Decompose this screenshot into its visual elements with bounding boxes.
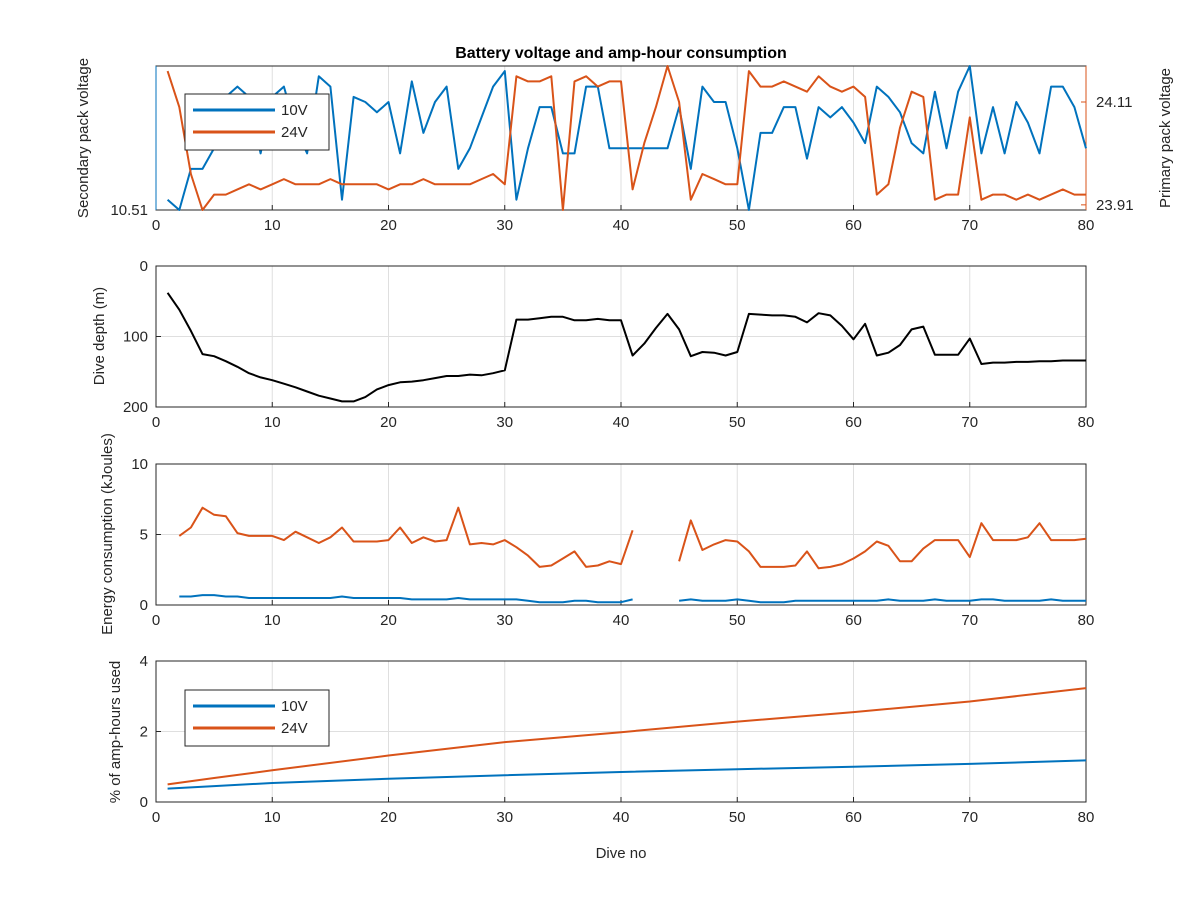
y-axis-label: Dive depth (m) (91, 287, 108, 385)
x-tick-label: 50 (729, 414, 746, 431)
x-tick-label: 80 (1078, 217, 1095, 234)
x-tick-label: 30 (496, 809, 513, 826)
right-y-tick-label: 24.11 (1096, 94, 1132, 111)
series-line-24V (178, 506, 1087, 570)
plot-frame (155, 660, 1087, 803)
legend-entry: 10V (281, 698, 308, 715)
legend-box (184, 689, 330, 747)
series-line-10V (166, 65, 1087, 211)
figure-title: Battery voltage and amp-hour consumption (455, 45, 787, 62)
y-axis-label: % of amp-hours used (107, 661, 124, 804)
y-tick-label: 10 (131, 456, 148, 473)
x-tick-label: 80 (1078, 612, 1095, 629)
x-tick-label: 70 (961, 612, 978, 629)
x-tick-label: 0 (152, 809, 160, 826)
x-tick-label: 50 (729, 217, 746, 234)
x-tick-label: 20 (380, 414, 397, 431)
x-tick-label: 50 (729, 809, 746, 826)
x-tick-label: 30 (496, 414, 513, 431)
x-tick-label: 40 (613, 809, 630, 826)
series-line-10V (179, 594, 1086, 604)
series-line-24V (167, 687, 1087, 786)
y-axis-label-right: Primary pack voltage (1157, 68, 1174, 208)
x-tick-label: 80 (1078, 414, 1095, 431)
x-tick-label: 60 (845, 809, 862, 826)
right-y-tick-label: 23.91 (1096, 197, 1134, 214)
legend-box (184, 93, 330, 151)
x-tick-label: 20 (380, 809, 397, 826)
chart-panel-3: 0 10 20 30 40 50 60 70 80 0 5 10 Energy consumption … (99, 433, 1094, 635)
x-tick-label: 80 (1078, 809, 1095, 826)
x-tick-label: 10 (264, 414, 281, 431)
x-tick-label: 10 (264, 612, 281, 629)
x-tick-label: 0 (152, 612, 160, 629)
y-tick-label: 2 (140, 724, 148, 741)
x-tick-label: 20 (380, 217, 397, 234)
series-line-24V (166, 65, 1086, 211)
legend-entry: 24V (281, 720, 308, 737)
x-axis-label: Dive no (596, 845, 647, 862)
plot-frame (155, 265, 1087, 408)
x-tick-label: 0 (152, 414, 160, 431)
y-tick-label: 4 (140, 653, 148, 670)
y-tick-label: 0 (140, 597, 148, 614)
legend-entry: 24V (281, 124, 308, 141)
series-line-10V (167, 759, 1087, 790)
legend-entry: 10V (281, 102, 308, 119)
y-tick-label: 0 (140, 258, 148, 275)
x-tick-label: 20 (380, 612, 397, 629)
x-tick-label: 70 (961, 414, 978, 431)
x-tick-label: 50 (729, 612, 746, 629)
y-tick-label: 0 (140, 794, 148, 811)
y-tick-label: 10.51 (110, 202, 148, 219)
x-tick-label: 70 (961, 217, 978, 234)
x-tick-label: 60 (845, 612, 862, 629)
x-tick-label: 10 (264, 809, 281, 826)
x-tick-label: 10 (264, 217, 281, 234)
y-tick-label: 5 (140, 527, 148, 544)
y-axis-label-left: Secondary pack voltage (75, 58, 92, 218)
x-tick-label: 60 (845, 217, 862, 234)
x-tick-label: 40 (613, 217, 630, 234)
plot-frame (155, 463, 1087, 606)
y-tick-label: 100 (123, 329, 148, 346)
x-tick-label: 40 (613, 414, 630, 431)
x-tick-label: 60 (845, 414, 862, 431)
x-tick-label: 0 (152, 217, 160, 234)
x-tick-label: 30 (496, 612, 513, 629)
y-axis-label: Energy consumption (kJoules) (99, 433, 116, 635)
x-tick-label: 40 (613, 612, 630, 629)
y-tick-label: 200 (123, 399, 148, 416)
x-tick-label: 70 (961, 809, 978, 826)
chart-panel-2: 0 10 20 30 40 50 60 70 80 0 100 200 Dive depth (m) (91, 258, 1094, 431)
x-tick-label: 30 (496, 217, 513, 234)
series-line-depth (166, 292, 1086, 403)
